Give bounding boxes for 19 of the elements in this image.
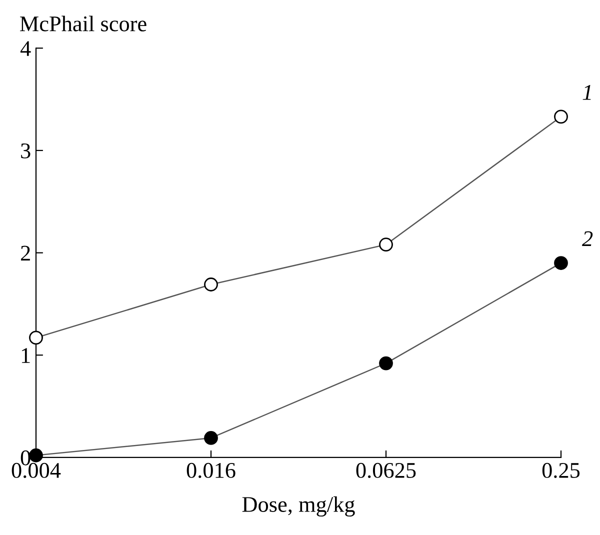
point [554,110,568,124]
point [29,448,43,462]
y-tick-label: 2 [21,246,30,260]
point [379,356,393,370]
y-tick-label: 3 [21,143,30,158]
y-axis-title: McPhail score [20,16,146,32]
point [554,256,568,270]
point [379,238,393,252]
x-tick-label: 0.25 [542,462,580,478]
point [29,330,43,345]
y-tick-label: 4 [20,41,31,56]
x-tick-label: 0.016 [186,462,236,478]
x-tick-label: 0.0625 [356,462,416,478]
series-label: 2 [582,231,593,246]
series-label: 1 [582,85,591,100]
x-axis-title: Dose, mg/kg [242,496,355,517]
point [204,431,218,445]
point [204,278,218,292]
y-tick-label: 1 [22,348,30,363]
